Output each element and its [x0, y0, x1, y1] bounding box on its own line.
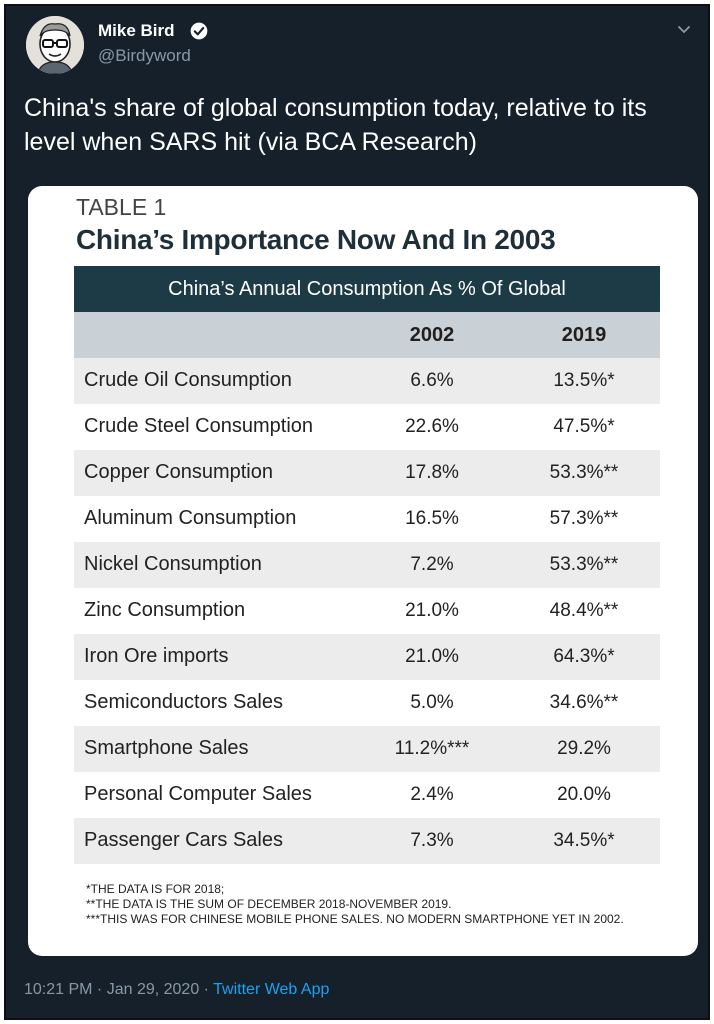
row-label: Crude Oil Consumption [84, 369, 292, 391]
value-2019: 34.5%* [553, 830, 615, 851]
value-2019: 34.6%** [549, 692, 619, 713]
tweet-timestamp[interactable]: 10:21 PM · Jan 29, 2020 · [24, 981, 214, 998]
row-label: Semiconductors Sales [84, 691, 283, 713]
table-row: Zinc Consumption 21.0% 48.4%** [74, 588, 660, 634]
avatar-image [26, 16, 84, 74]
footnote: *THE DATA IS FOR 2018; [86, 882, 225, 896]
verified-badge-icon [190, 22, 208, 40]
table-row: Crude Steel Consumption 22.6% 47.5%* [74, 404, 660, 450]
table-row: Passenger Cars Sales 7.3% 34.5%* [74, 818, 660, 864]
table-row: Semiconductors Sales 5.0% 34.6%** [74, 680, 660, 726]
value-2019: 20.0% [557, 784, 611, 805]
table-row: Crude Oil Consumption 6.6% 13.5%* [74, 358, 660, 404]
value-2019: 53.3%** [549, 462, 619, 483]
tweet-meta: 10:21 PM · Jan 29, 2020 · Twitter Web Ap… [24, 981, 329, 999]
value-2019: 47.5%* [553, 416, 615, 437]
table-banner: China’s Annual Consumption As % Of Globa… [74, 266, 660, 312]
chevron-down-icon[interactable] [676, 22, 692, 38]
column-header-row: 2002 2019 [74, 312, 660, 358]
value-2019: 48.4%** [549, 600, 619, 621]
avatar[interactable] [26, 16, 84, 74]
value-2019: 64.3%* [553, 646, 615, 667]
table-title: China’s Importance Now And In 2003 [76, 224, 556, 255]
row-label: Copper Consumption [84, 461, 273, 483]
tweet: Mike Bird @Birdyword China's share of gl… [4, 4, 710, 1020]
table-row: Smartphone Sales 11.2%*** 29.2% [74, 726, 660, 772]
column-header-2002: 2002 [409, 324, 455, 346]
table-row: Copper Consumption 17.8% 53.3%** [74, 450, 660, 496]
table-row: Aluminum Consumption 16.5% 57.3%** [74, 496, 660, 542]
value-2002: 11.2%*** [394, 738, 470, 759]
column-header-2019: 2019 [561, 324, 607, 346]
author-name[interactable]: Mike Bird [98, 21, 175, 40]
row-label: Crude Steel Consumption [84, 415, 314, 437]
value-2002: 7.2% [410, 554, 454, 575]
value-2002: 17.8% [405, 462, 459, 483]
table-row: Nickel Consumption 7.2% 53.3%** [74, 542, 660, 588]
value-2002: 21.0% [405, 600, 459, 621]
value-2002: 16.5% [405, 508, 459, 529]
source-app-link[interactable]: Twitter Web App [213, 981, 330, 998]
value-2019: 57.3%** [549, 508, 619, 529]
value-2002: 5.0% [410, 692, 454, 713]
table-image-card[interactable]: TABLE 1 China’s Importance Now And In 20… [28, 186, 698, 956]
row-label: Passenger Cars Sales [84, 829, 283, 851]
value-2002: 6.6% [410, 370, 454, 391]
table-row: Personal Computer Sales 2.4% 20.0% [74, 772, 660, 818]
row-label: Smartphone Sales [84, 737, 249, 759]
table-row: Iron Ore imports 21.0% 64.3%* [74, 634, 660, 680]
row-label: Personal Computer Sales [84, 783, 312, 805]
row-label: Iron Ore imports [84, 645, 229, 667]
value-2019: 29.2% [557, 738, 611, 759]
value-2002: 21.0% [405, 646, 459, 667]
row-label: Zinc Consumption [84, 599, 246, 621]
table-label: TABLE 1 [76, 194, 167, 220]
author-handle[interactable]: @Birdyword [98, 46, 191, 65]
value-2019: 53.3%** [549, 554, 619, 575]
row-label: Nickel Consumption [84, 553, 262, 575]
value-2002: 22.6% [405, 416, 459, 437]
tweet-text: China's share of global consumption toda… [24, 94, 647, 156]
value-2002: 7.3% [410, 830, 454, 851]
row-label: Aluminum Consumption [84, 507, 297, 529]
table-footnotes: *THE DATA IS FOR 2018; **THE DATA IS THE… [86, 882, 666, 927]
footnote: **THE DATA IS THE SUM OF DECEMBER 2018-N… [86, 897, 452, 911]
footnote: ***THIS WAS FOR CHINESE MOBILE PHONE SAL… [86, 912, 624, 926]
value-2002: 2.4% [410, 784, 454, 805]
value-2019: 13.5%* [553, 370, 615, 391]
